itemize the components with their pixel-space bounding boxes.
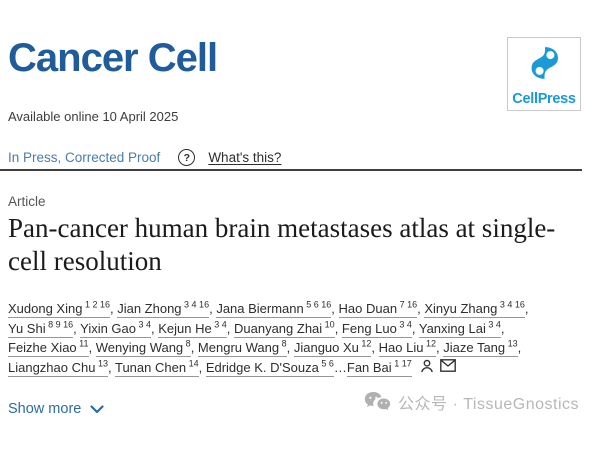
in-press-status-link[interactable]: In Press, Corrected Proof — [8, 150, 161, 165]
author-actions — [420, 359, 456, 373]
author-link[interactable]: Hao Duan 7 16 — [338, 299, 418, 318]
question-mark-icon[interactable]: ? — [178, 149, 196, 166]
author-link[interactable]: Yixin Gao 3 4 — [80, 319, 152, 338]
show-more-button[interactable]: Show more — [8, 401, 104, 417]
watermark-text: 公众号 · TissueGnostics — [398, 396, 579, 413]
author-link[interactable]: Mengru Wang 8 — [197, 338, 287, 357]
author-link[interactable]: Feizhe Xiao 11 — [8, 338, 89, 357]
author-link[interactable]: Hao Liu 12 — [378, 338, 436, 357]
status-row: In Press, Corrected Proof ? What's this? — [8, 149, 281, 166]
author-link[interactable]: Xudong Xing 1 2 16 — [8, 299, 110, 318]
author-link[interactable]: Feng Luo 3 4 — [341, 319, 412, 338]
available-online-date: Available online 10 April 2025 — [8, 109, 179, 124]
header-divider — [0, 169, 582, 171]
author-link[interactable]: Jian Zhong 3 4 16 — [117, 299, 210, 318]
author-link[interactable]: Duanyang Zhai 10 — [234, 319, 335, 338]
author-link[interactable]: Edridge K. D'Souza 5 6 — [205, 358, 334, 377]
cellpress-logo[interactable]: CellPress — [507, 37, 581, 111]
chevron-down-icon — [90, 404, 104, 413]
author-link[interactable]: Wenying Wang 8 — [95, 338, 191, 357]
author-link[interactable]: Yu Shi 8 9 16 — [8, 319, 74, 338]
author-link[interactable]: Xinyu Zhang 3 4 16 — [424, 299, 525, 318]
whats-this-link[interactable]: What's this? — [208, 150, 282, 165]
author-link[interactable]: Jianguo Xu 12 — [293, 338, 372, 357]
article-type-label: Article — [8, 194, 46, 209]
author-link[interactable]: Liangzhao Chu 13 — [8, 358, 108, 377]
cellpress-swirl-icon — [531, 47, 559, 79]
author-link[interactable]: Jana Biermann 5 6 16 — [216, 299, 332, 318]
author-link[interactable]: Kejun He 3 4 — [158, 319, 227, 338]
watermark: 公众号 · TissueGnostics — [364, 390, 579, 414]
author-link[interactable]: Jiaze Tang 13 — [443, 338, 518, 357]
author-link[interactable]: Fan Bai 1 17 — [346, 358, 412, 377]
author-list: Xudong Xing 1 2 16, Jian Zhong 3 4 16, J… — [8, 299, 529, 377]
cellpress-wordmark: CellPress — [512, 91, 576, 107]
author-link[interactable]: Yanxing Lai 3 4 — [418, 319, 501, 338]
article-title: Pan-cancer human brain metastases atlas … — [8, 213, 556, 276]
wechat-icon — [364, 392, 391, 411]
author-link[interactable]: Tunan Chen 14 — [114, 358, 199, 377]
person-icon[interactable] — [420, 359, 434, 373]
show-more-label: Show more — [8, 401, 82, 417]
journal-logo[interactable]: Cancer Cell — [8, 36, 218, 80]
mail-icon[interactable] — [439, 359, 456, 372]
